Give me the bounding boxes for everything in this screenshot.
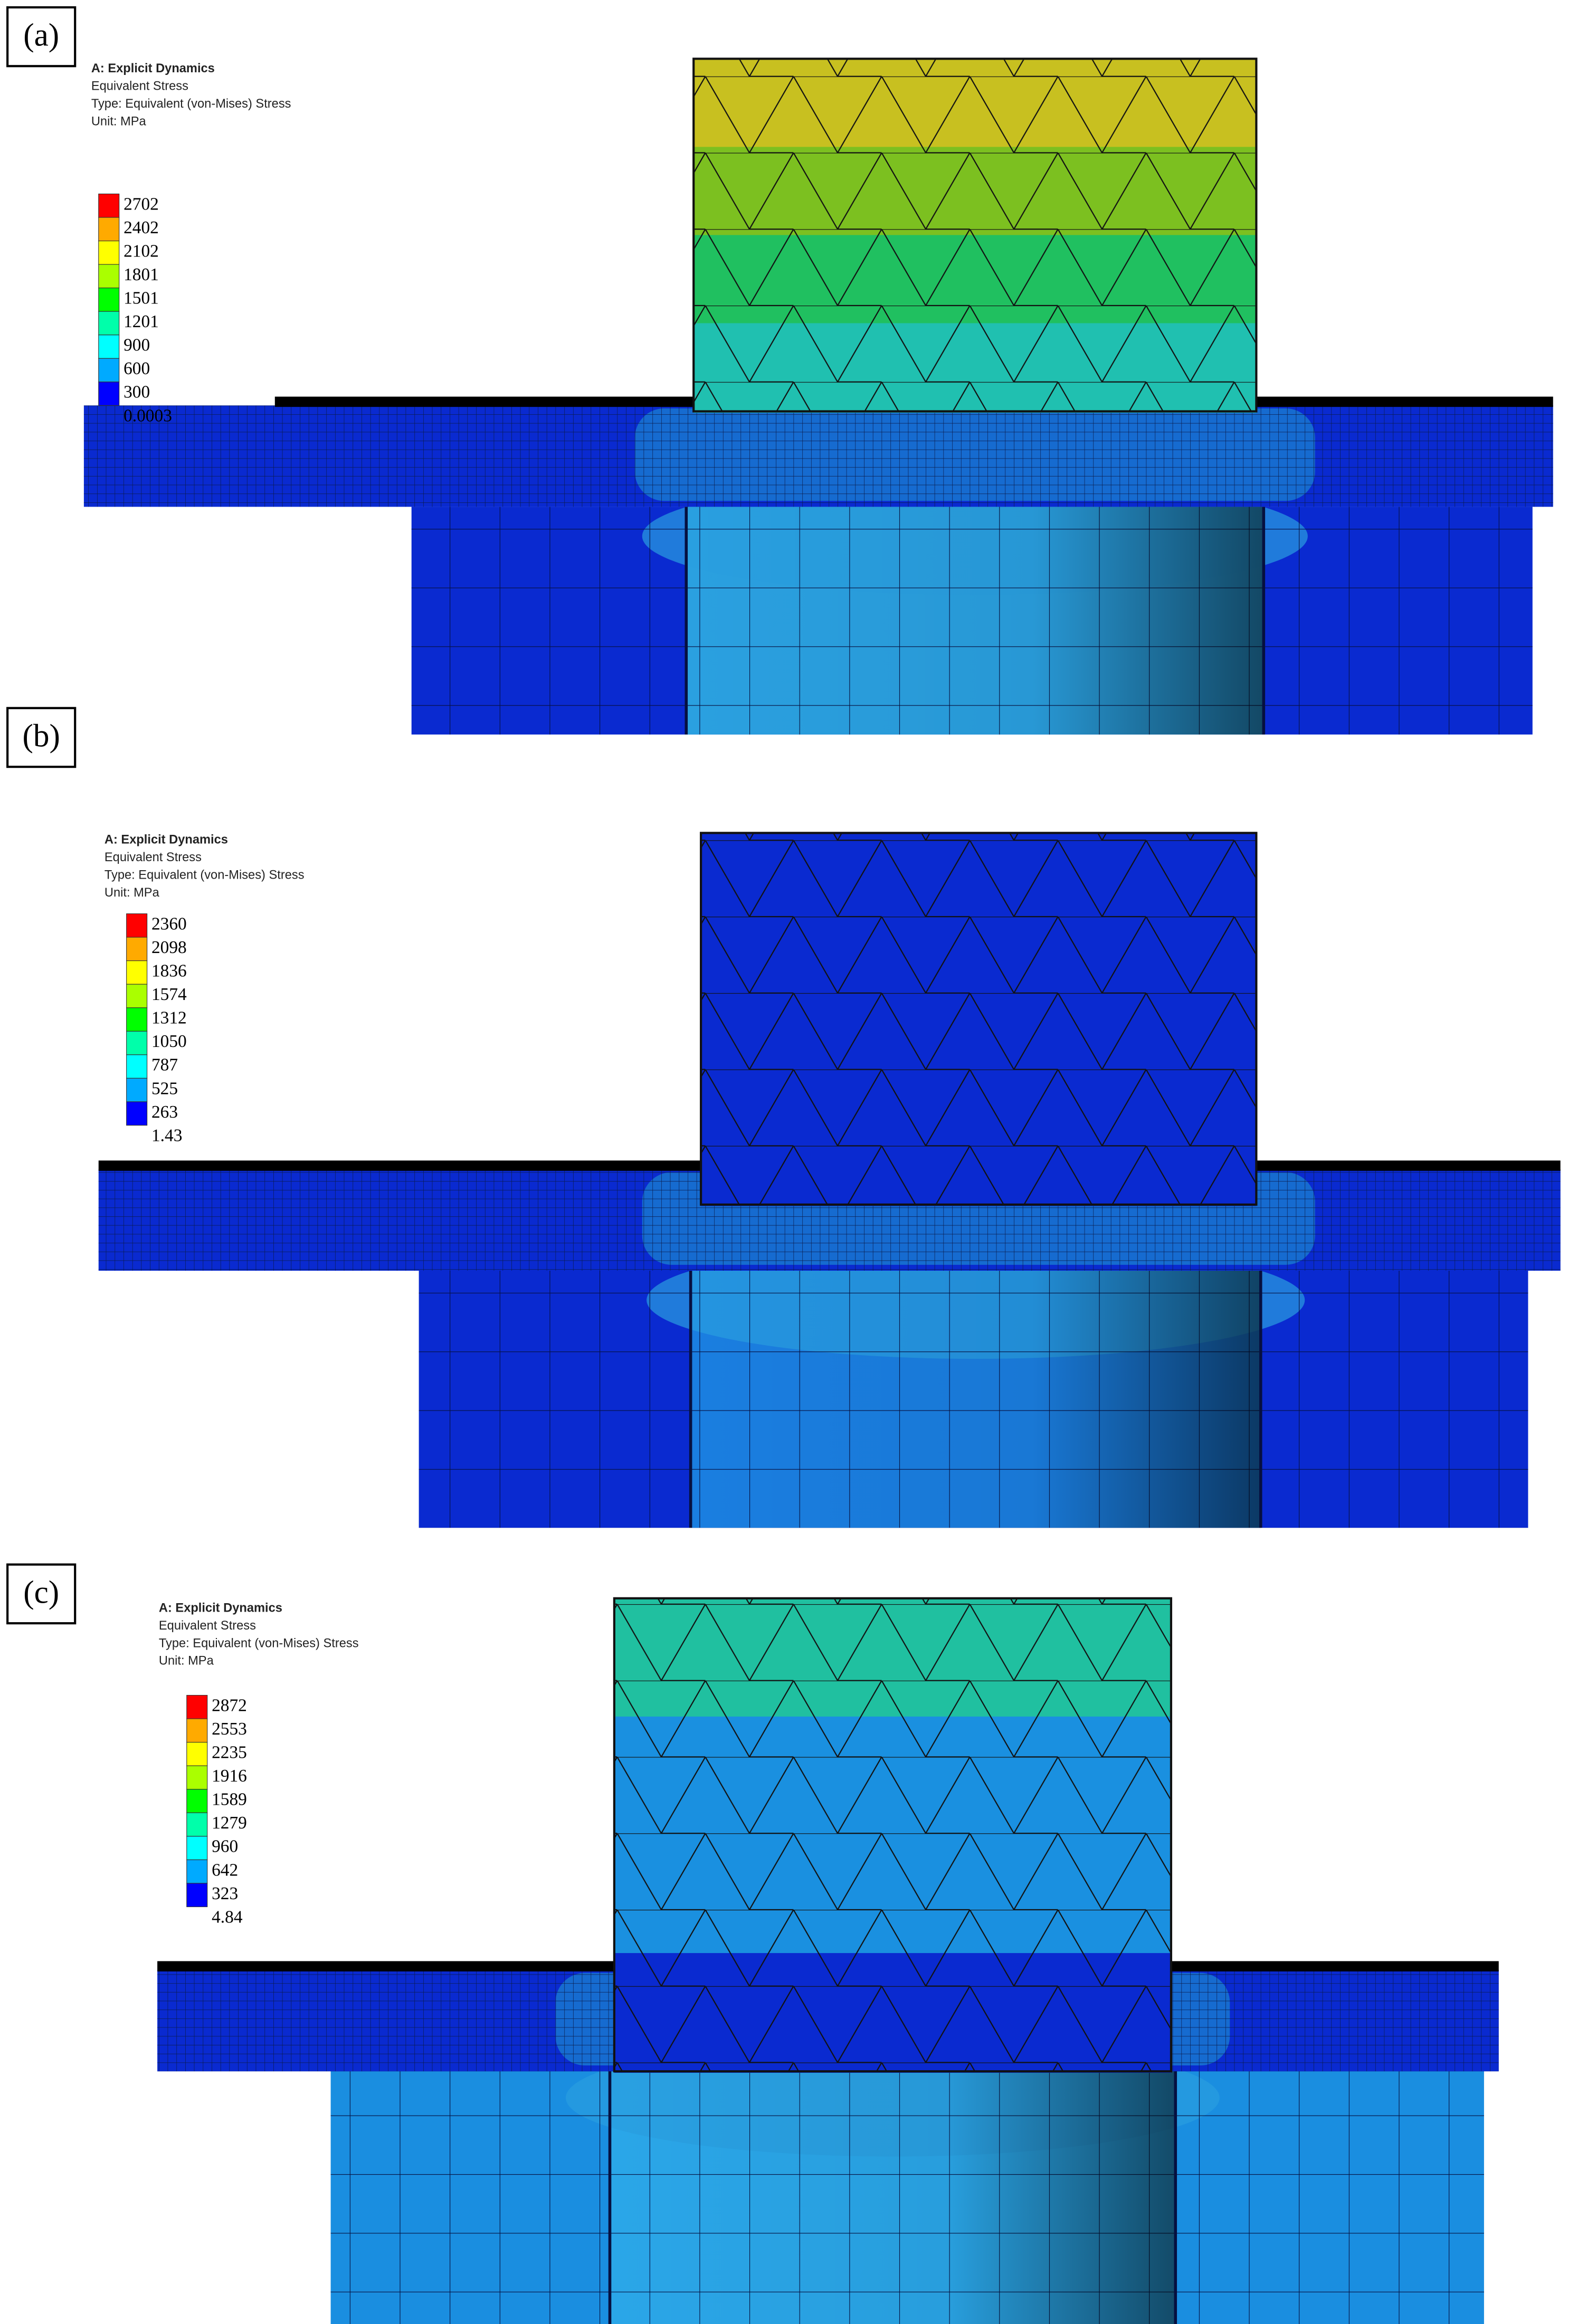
result-header: A: Explicit Dynamics: [159, 1602, 282, 1615]
result-header: Type: Equivalent (von-Mises) Stress: [91, 97, 291, 111]
legend-value: 600: [123, 359, 150, 378]
result-header: Unit: MPa: [104, 886, 160, 900]
legend-value: 900: [123, 336, 150, 355]
legend-swatch: [186, 1836, 208, 1860]
legend-value: 525: [151, 1079, 178, 1098]
result-header: Equivalent Stress: [104, 851, 202, 864]
legend-swatch: [98, 311, 120, 336]
legend-value: 1312: [151, 1008, 187, 1028]
label-box: [6, 1563, 77, 1625]
die-shade: [610, 2068, 1176, 2324]
legend-swatch: [98, 264, 120, 289]
legend-value: 1501: [123, 289, 159, 308]
label-box: [6, 707, 77, 768]
legend-value: 1916: [212, 1766, 247, 1786]
panel-label: (c): [23, 1574, 59, 1610]
legend-value: 1.43: [151, 1126, 182, 1145]
legend-value: 1836: [151, 961, 187, 981]
legend-swatch: [186, 1765, 208, 1790]
legend-swatch: [126, 984, 148, 1008]
legend-swatch: [126, 1101, 148, 1126]
legend-swatch: [126, 913, 148, 938]
die-shade: [690, 1271, 1261, 1528]
legend-value: 1801: [123, 265, 159, 284]
legend-value: 2102: [123, 241, 159, 261]
legend-swatch: [186, 1742, 208, 1766]
legend-swatch: [186, 1718, 208, 1743]
panel: (b) A: Explicit Dynamics Equivalent Stress…: [6, 707, 1561, 1528]
label-box: [6, 6, 77, 68]
legend-swatch: [98, 217, 120, 242]
legend-value: 1574: [151, 985, 187, 1004]
legend-value: 2702: [123, 194, 159, 214]
legend-value: 2553: [212, 1719, 247, 1739]
legend-swatch: [126, 1078, 148, 1102]
legend-value: 1589: [212, 1790, 247, 1809]
legend-value: 960: [212, 1837, 238, 1856]
legend-value: 300: [123, 383, 150, 402]
legend-value: 2235: [212, 1743, 247, 1763]
legend-value: 4.84: [212, 1907, 243, 1927]
result-header: Unit: MPa: [159, 1654, 214, 1668]
legend-value: 323: [212, 1884, 238, 1903]
legend-swatch: [126, 1054, 148, 1079]
panel-label: (a): [23, 17, 59, 53]
result-header: Equivalent Stress: [91, 79, 188, 93]
result-header: A: Explicit Dynamics: [104, 833, 228, 847]
legend-value: 2360: [151, 914, 187, 934]
legend-swatch: [98, 193, 120, 218]
legend-value: 642: [212, 1860, 238, 1880]
result-header: A: Explicit Dynamics: [91, 62, 215, 75]
legend-swatch: [126, 937, 148, 961]
legend-swatch: [186, 1694, 208, 1719]
legend-value: 1201: [123, 312, 159, 331]
sheet-mesh: [83, 405, 1553, 507]
punch-mesh: [700, 832, 1258, 1206]
result-header: Type: Equivalent (von-Mises) Stress: [104, 868, 305, 882]
legend-swatch: [126, 1031, 148, 1055]
punch-mesh: [613, 1597, 1173, 2073]
legend-swatch: [186, 1812, 208, 1837]
result-header: Type: Equivalent (von-Mises) Stress: [159, 1636, 359, 1650]
die-shade: [686, 507, 1264, 735]
result-header: Equivalent Stress: [159, 1619, 256, 1633]
legend-value: 1050: [151, 1032, 187, 1051]
legend-value: 787: [151, 1055, 178, 1075]
legend-value: 2402: [123, 218, 159, 237]
legend-value: 2872: [212, 1696, 247, 1715]
legend-swatch: [98, 358, 120, 383]
panel: (c) A: Explicit Dynamics Equivalent Stress…: [6, 1563, 1499, 2324]
legend-swatch: [98, 288, 120, 312]
legend-swatch: [98, 382, 120, 406]
legend-swatch: [186, 1789, 208, 1813]
legend-swatch: [126, 960, 148, 985]
legend-value: 0.0003: [123, 406, 172, 425]
punch-mesh: [692, 58, 1258, 413]
legend-value: 263: [151, 1102, 178, 1122]
panel: (a) A: Explicit Dynamics Equivalent Stress…: [6, 6, 1553, 735]
legend-swatch: [98, 240, 120, 265]
legend-swatch: [98, 335, 120, 359]
result-header: Unit: MPa: [91, 115, 147, 128]
legend-swatch: [126, 1007, 148, 1032]
legend-value: 2098: [151, 938, 187, 957]
legend-value: 1279: [212, 1813, 247, 1833]
legend-swatch: [186, 1859, 208, 1884]
panel-label: (b): [22, 718, 60, 754]
legend-swatch: [186, 1883, 208, 1907]
